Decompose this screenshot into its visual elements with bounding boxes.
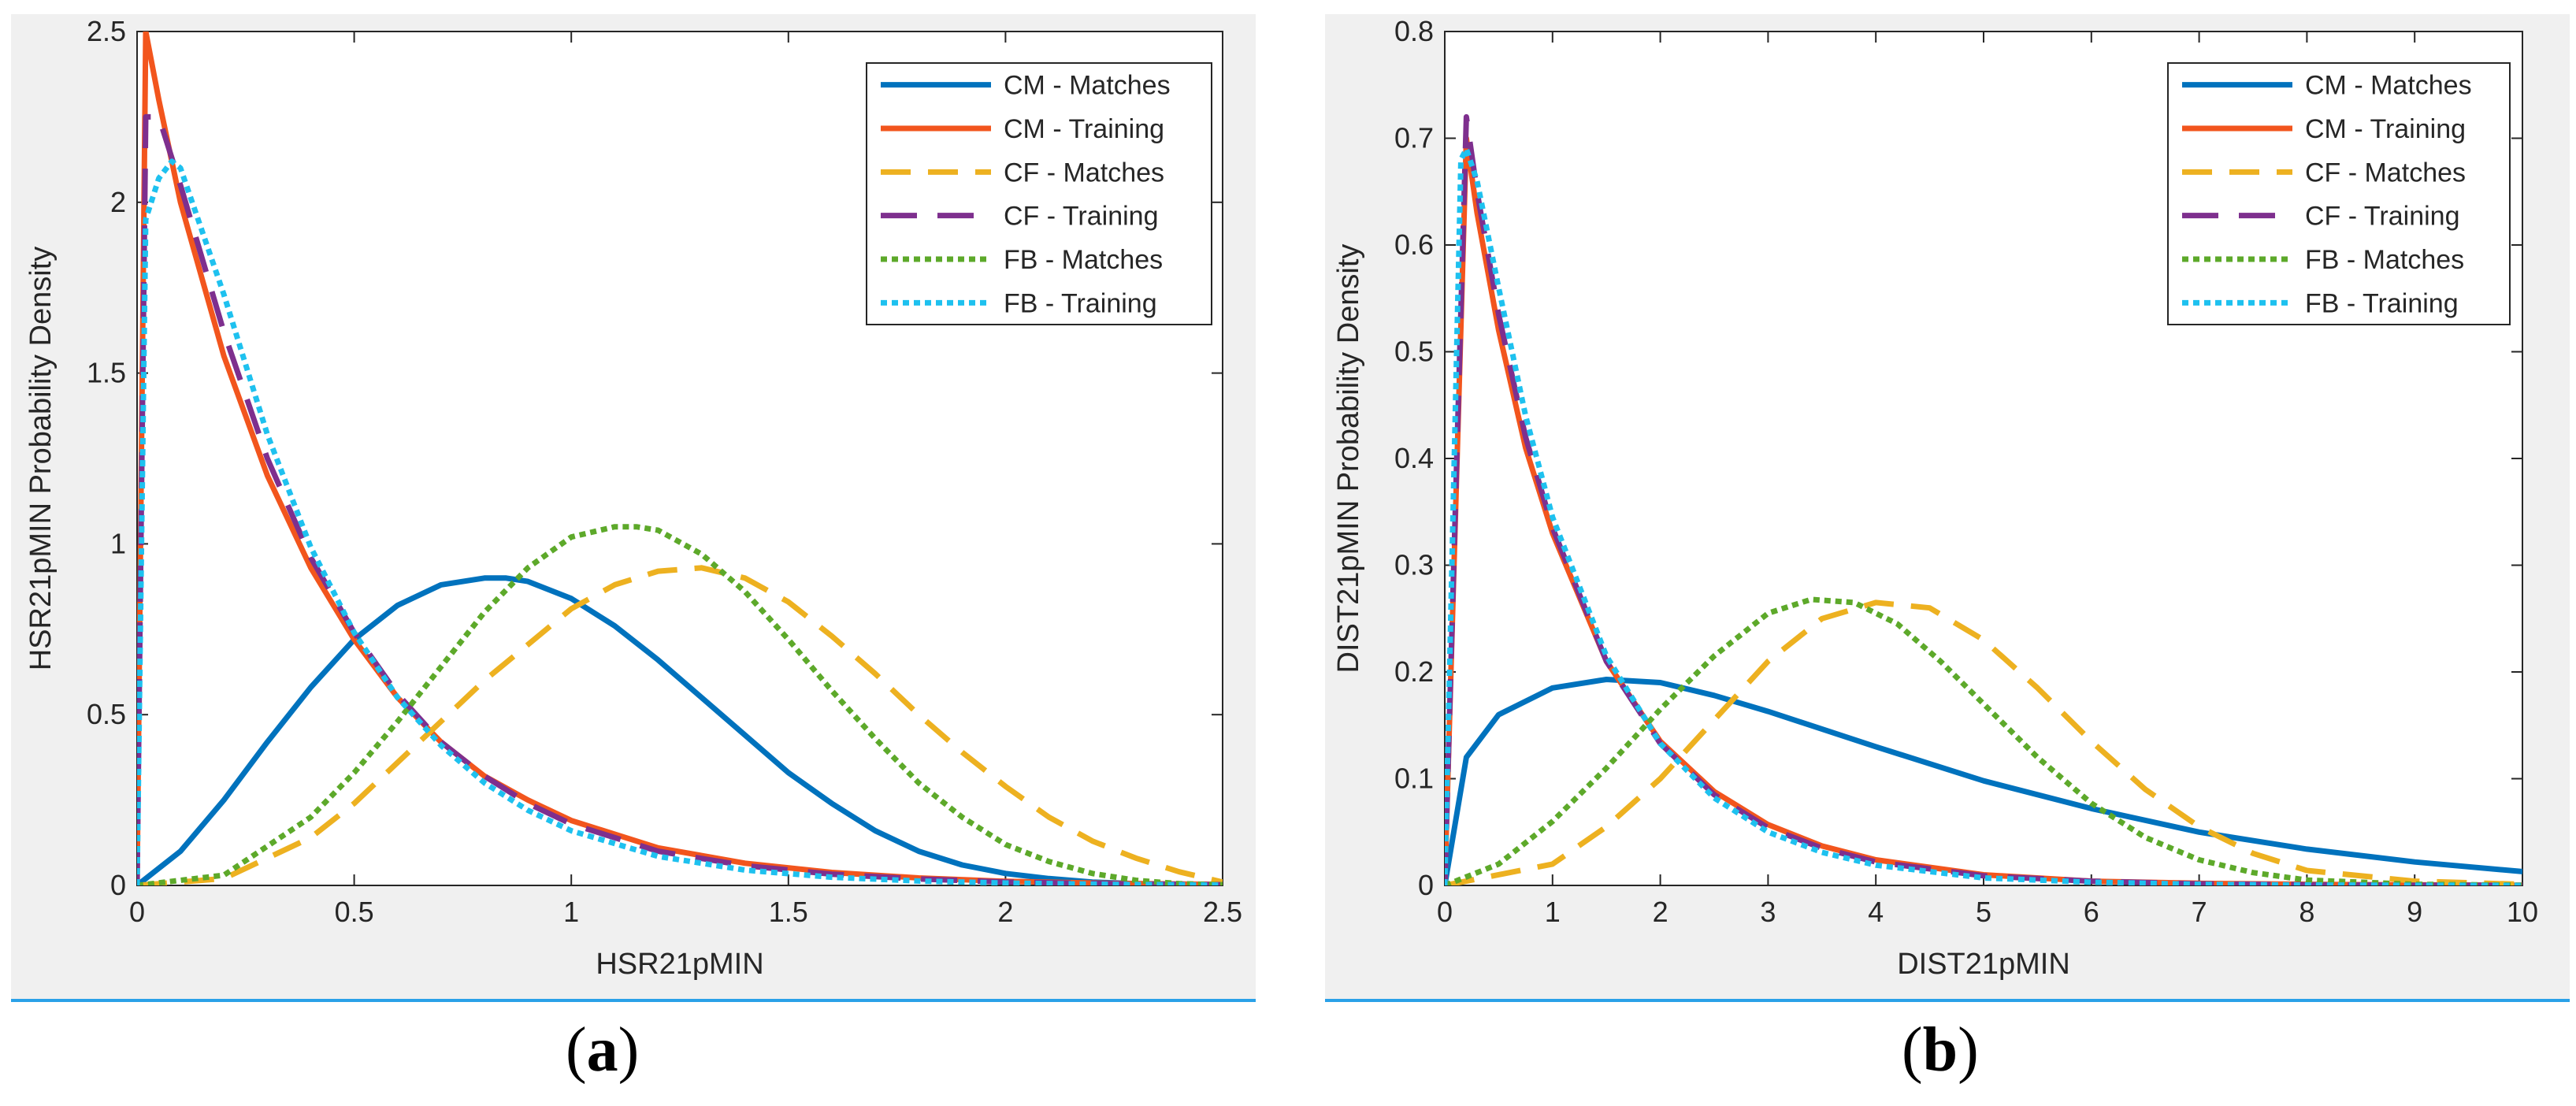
caption-b-close: )	[1958, 1015, 1979, 1085]
legend-label: CM - Matches	[1004, 71, 1171, 101]
legend-box	[866, 62, 1212, 325]
x-tick-label: 3	[1760, 896, 1776, 928]
panel-a-rule	[11, 999, 1256, 1002]
legend-label: CF - Training	[2305, 202, 2460, 232]
caption-b-open: (	[1902, 1015, 1923, 1085]
legend-label: FB - Training	[1004, 288, 1157, 318]
legend-label: CF - Training	[1004, 202, 1159, 232]
x-tick-label: 2.5	[1203, 896, 1242, 928]
y-tick-label: 0.1	[1394, 763, 1434, 795]
legend-label: CM - Training	[2305, 114, 2466, 144]
y-axis-label: HSR21pMIN Probability Density	[24, 247, 58, 671]
y-tick-label: 0.3	[1394, 549, 1434, 581]
x-tick-label: 0	[129, 896, 145, 928]
x-axis-label: HSR21pMIN	[596, 948, 763, 981]
y-tick-label: 0	[1418, 869, 1434, 901]
legend-label: CF - Matches	[2305, 158, 2466, 187]
caption-a-open: (	[566, 1015, 587, 1085]
y-tick-label: 1	[110, 527, 126, 559]
caption-b: (b)	[1902, 1015, 1979, 1086]
y-tick-label: 0.8	[1394, 15, 1434, 47]
y-axis-label: DIST21pMIN Probability Density	[1332, 244, 1365, 674]
x-tick-label: 0	[1437, 896, 1453, 928]
panel-b-rule	[1325, 999, 2570, 1002]
x-tick-label: 1	[563, 896, 579, 928]
series-line-cm-matches	[137, 575, 1223, 885]
series-line-cf-training	[137, 113, 1223, 885]
x-tick-label: 9	[2407, 896, 2422, 928]
legend-label: FB - Matches	[2305, 245, 2464, 275]
legend-label: FB - Training	[2305, 288, 2459, 318]
x-tick-label: 6	[2084, 896, 2099, 928]
legend-label: FB - Matches	[1004, 245, 1163, 275]
x-tick-label: 10	[2507, 896, 2538, 928]
legend-box	[2167, 62, 2511, 325]
x-tick-label: 0.5	[335, 896, 374, 928]
y-tick-label: 0.2	[1394, 655, 1434, 688]
y-tick-label: 0	[110, 869, 126, 901]
y-tick-label: 1.5	[87, 357, 126, 389]
y-tick-label: 2.5	[87, 15, 126, 47]
series-line-fb-training	[137, 158, 1223, 885]
chart-panel-a: 0 0.5 1 1.5 2 2.5 0 0.5 1 1.5 2 2.5 HSR21pMIN HSR21pM…	[24, 15, 1242, 981]
series-line-fb-matches	[1445, 596, 2522, 885]
y-tick-label: 0.5	[87, 698, 126, 730]
x-tick-label: 5	[1976, 896, 1991, 928]
series-line-fb-training	[1445, 146, 2522, 885]
x-tick-label: 4	[1868, 896, 1884, 928]
series-line-cf-matches	[137, 565, 1223, 885]
caption-b-letter: b	[1922, 1015, 1958, 1085]
caption-a-letter: a	[586, 1015, 618, 1085]
caption-a: (a)	[566, 1015, 639, 1086]
x-tick-label: 2	[997, 896, 1013, 928]
x-tick-label: 1	[1545, 896, 1561, 928]
y-tick-label: 2	[110, 186, 126, 218]
y-tick-label: 0.7	[1394, 122, 1434, 154]
y-tick-label: 0.6	[1394, 228, 1434, 261]
x-axis-label: DIST21pMIN	[1897, 948, 2070, 981]
series-line-cf-training	[1445, 113, 2522, 885]
x-tick-label: 7	[2192, 896, 2207, 928]
y-tick-label: 0.5	[1394, 336, 1434, 368]
legend-label: CM - Matches	[2305, 71, 2472, 101]
x-tick-label: 1.5	[769, 896, 808, 928]
x-tick-label: 8	[2299, 896, 2314, 928]
legend-label: CF - Matches	[1004, 158, 1164, 187]
x-tick-label: 2	[1653, 896, 1668, 928]
series-line-cm-matches	[1445, 677, 2522, 885]
caption-a-close: )	[618, 1015, 640, 1085]
series-line-cf-matches	[1445, 599, 2522, 885]
chart-panel-b: 0 1 2 3 4 5 6 7 8 9 10 0 0.1 0.2 0.3 0.4 0.5 0.6 0.7 0.8 DIS…	[1332, 15, 2538, 981]
y-tick-label: 0.4	[1394, 442, 1434, 474]
legend-label: CM - Training	[1004, 114, 1164, 144]
series-line-fb-matches	[137, 524, 1223, 885]
